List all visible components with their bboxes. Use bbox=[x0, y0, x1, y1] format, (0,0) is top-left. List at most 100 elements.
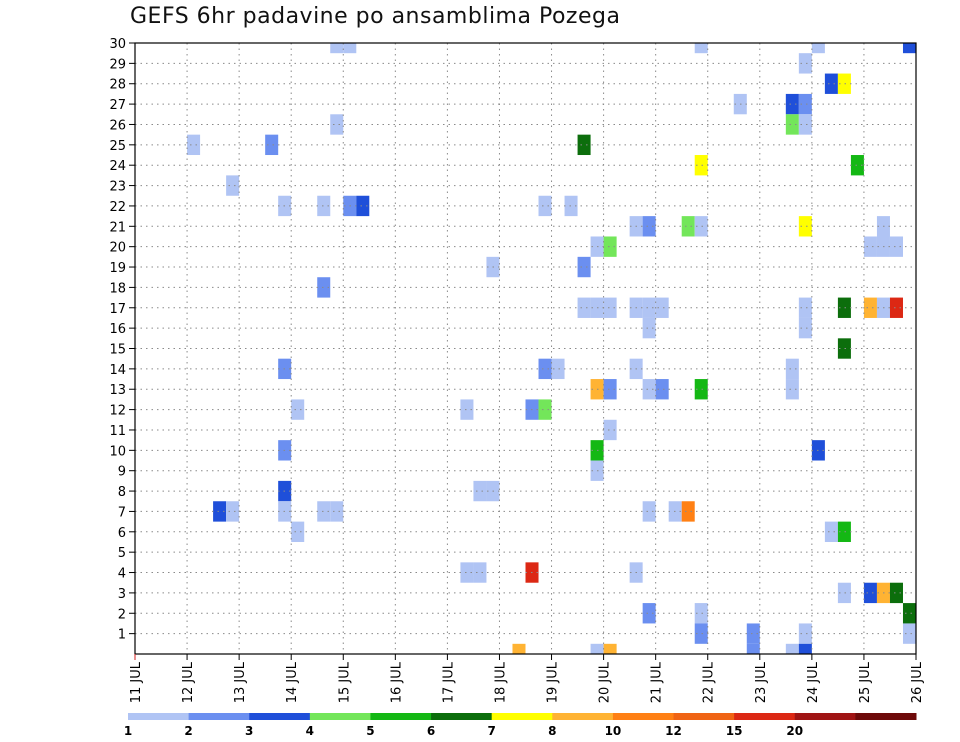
heatmap-cell bbox=[902, 623, 916, 644]
heatmap-cell bbox=[785, 358, 799, 380]
heatmap-cell bbox=[291, 521, 305, 542]
y-tick-label: 29 bbox=[109, 57, 126, 72]
heatmap-cell bbox=[330, 114, 344, 135]
grid-layer bbox=[135, 43, 916, 654]
y-tick-label: 3 bbox=[118, 587, 126, 602]
heatmap-cell bbox=[590, 643, 604, 654]
legend-swatch bbox=[491, 713, 553, 720]
heatmap-cell bbox=[798, 297, 812, 318]
heatmap-cell bbox=[655, 297, 669, 318]
heatmap-cell bbox=[785, 643, 799, 654]
y-tick-label: 18 bbox=[109, 281, 126, 296]
y-tick-label: 27 bbox=[109, 98, 126, 113]
heatmap-cell bbox=[577, 134, 591, 156]
heatmap-cell bbox=[265, 134, 279, 156]
heatmap-cell bbox=[317, 195, 331, 217]
heatmap-cell bbox=[798, 623, 812, 644]
x-tick-label: 22 JUL bbox=[702, 661, 717, 703]
legend-swatch bbox=[249, 713, 311, 720]
heatmap-cell bbox=[564, 195, 578, 217]
x-tick-label: 17 JUL bbox=[441, 661, 456, 703]
heatmap-cell bbox=[785, 93, 799, 115]
legend-swatch bbox=[673, 713, 735, 720]
heatmap-cell bbox=[694, 603, 708, 624]
heatmap-cell bbox=[837, 297, 851, 318]
heatmap-cell bbox=[863, 236, 877, 257]
heatmap-cell bbox=[603, 419, 617, 441]
legend-label: 3 bbox=[245, 724, 253, 738]
heatmap-cell bbox=[863, 297, 877, 318]
x-tick-label: 11 JUL bbox=[129, 661, 144, 703]
heatmap-cell bbox=[694, 216, 708, 237]
y-tick-label: 11 bbox=[109, 424, 126, 439]
heatmap-cell bbox=[538, 399, 552, 420]
x-tick-label: 20 JUL bbox=[598, 661, 613, 703]
heatmap-cell bbox=[798, 317, 812, 339]
heatmap-cell bbox=[889, 236, 903, 257]
legend-swatch bbox=[128, 713, 190, 720]
y-tick-label: 13 bbox=[109, 383, 126, 398]
heatmap-cell bbox=[850, 155, 864, 176]
y-tick-label: 8 bbox=[118, 485, 126, 500]
heatmap-cell bbox=[330, 501, 344, 522]
y-tick-label: 6 bbox=[118, 526, 126, 541]
heatmap-cell bbox=[642, 379, 656, 400]
x-tick-label: 26 JUL bbox=[910, 661, 925, 703]
x-tick-label: 16 JUL bbox=[389, 661, 404, 703]
heatmap-cell bbox=[863, 582, 877, 604]
x-tick-label: 19 JUL bbox=[546, 661, 561, 703]
x-tick-label: 23 JUL bbox=[754, 661, 769, 703]
heatmap-cell bbox=[603, 297, 617, 318]
heatmap-cell bbox=[473, 480, 487, 502]
heatmap-cell bbox=[603, 236, 617, 257]
legend-swatch bbox=[855, 713, 917, 720]
y-tick-label: 14 bbox=[109, 363, 126, 378]
heatmap-cell bbox=[213, 501, 227, 522]
heatmap-cell bbox=[603, 643, 617, 654]
x-tick-label: 15 JUL bbox=[337, 661, 352, 703]
heatmap-cell bbox=[330, 43, 344, 54]
legend-swatch bbox=[794, 713, 856, 720]
heatmap-cell bbox=[460, 562, 474, 583]
y-tick-label: 22 bbox=[109, 200, 126, 215]
x-tick-label: 13 JUL bbox=[233, 661, 248, 703]
y-tick-label: 16 bbox=[109, 322, 126, 337]
heatmap-cell bbox=[655, 379, 669, 400]
heatmap-cell bbox=[538, 358, 552, 380]
y-tick-label: 21 bbox=[109, 220, 126, 235]
y-tick-label: 19 bbox=[109, 261, 126, 276]
legend-swatch bbox=[552, 713, 614, 720]
heatmap-cell bbox=[798, 93, 812, 115]
y-tick-label: 25 bbox=[109, 139, 126, 154]
heatmap-cell bbox=[317, 501, 331, 522]
y-tick-label: 5 bbox=[118, 546, 126, 561]
color-legend: 1 2 3 4 5 6 7 8 10 12 15 20 bbox=[124, 713, 917, 738]
heatmap-cell bbox=[681, 216, 695, 237]
y-tick-label: 26 bbox=[109, 118, 126, 133]
legend-label: 12 bbox=[665, 724, 682, 738]
heatmap-cell bbox=[694, 155, 708, 176]
heatmap-cell bbox=[694, 379, 708, 400]
heatmap-cell bbox=[642, 216, 656, 237]
heatmap-cell bbox=[824, 521, 838, 542]
y-tick-label: 2 bbox=[118, 607, 126, 622]
heatmap-cell bbox=[837, 338, 851, 359]
chart-title: GEFS 6hr padavine po ansamblima Pozega bbox=[130, 4, 621, 29]
x-tick-label: 18 JUL bbox=[493, 661, 508, 703]
heatmap-cell bbox=[824, 73, 838, 94]
heatmap-cell bbox=[694, 623, 708, 644]
heatmap-cell bbox=[642, 603, 656, 624]
legend-label: 1 bbox=[124, 724, 132, 738]
heatmap-cell bbox=[551, 358, 565, 380]
legend-label: 7 bbox=[488, 724, 496, 738]
heatmap-cell bbox=[226, 175, 240, 196]
y-tick-label: 28 bbox=[109, 78, 126, 93]
heatmap-cell bbox=[811, 43, 825, 54]
heatmap-cell bbox=[642, 501, 656, 522]
heatmap-cell bbox=[226, 501, 240, 522]
heatmap-cell bbox=[512, 643, 526, 654]
y-tick-label: 12 bbox=[109, 404, 126, 419]
legend-label: 20 bbox=[786, 724, 803, 738]
legend-label: 15 bbox=[726, 724, 743, 738]
